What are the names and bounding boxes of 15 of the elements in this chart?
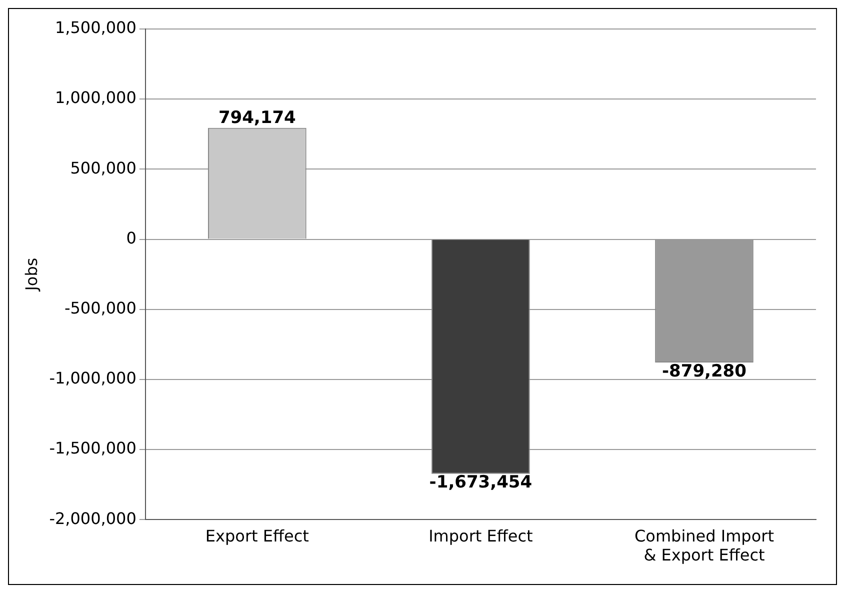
data-label: -1,673,454 bbox=[429, 472, 532, 493]
y-tick-label: -2,000,000 bbox=[49, 508, 136, 528]
data-label: -879,280 bbox=[662, 361, 747, 382]
y-tick-label: 0 bbox=[126, 228, 136, 248]
y-tick-label: -500,000 bbox=[64, 298, 136, 318]
y-tick-label: -1,500,000 bbox=[49, 438, 136, 458]
y-tick-label: 500,000 bbox=[70, 158, 136, 178]
y-tick-label: 1,000,000 bbox=[54, 88, 136, 108]
x-tick-label: Combined Import & Export Effect bbox=[634, 526, 774, 565]
y-tick-label: -1,000,000 bbox=[49, 368, 136, 388]
y-tick-label: 1,500,000 bbox=[54, 18, 136, 38]
x-tick-label: Import Effect bbox=[428, 526, 533, 546]
y-axis-title: Jobs bbox=[22, 258, 41, 292]
x-tick-label: Export Effect bbox=[205, 526, 309, 546]
data-label: 794,174 bbox=[218, 108, 296, 128]
